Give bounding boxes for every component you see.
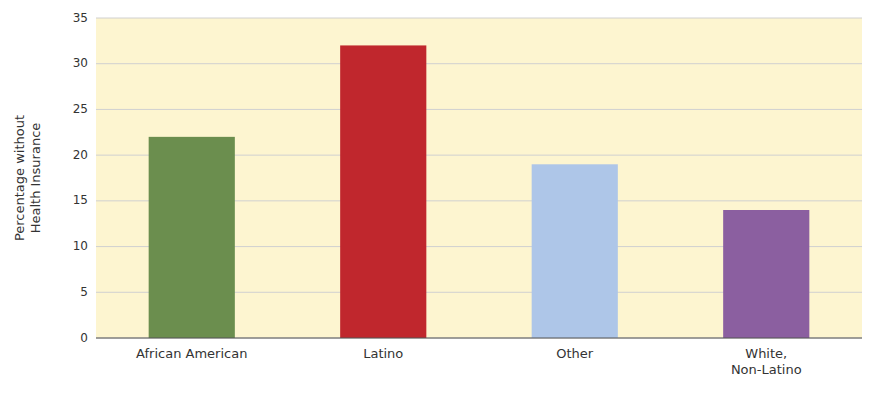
bars xyxy=(149,45,810,338)
bar xyxy=(149,137,235,338)
y-tick-label: 35 xyxy=(73,11,88,25)
bar xyxy=(340,45,426,338)
y-tick-label: 10 xyxy=(73,239,88,253)
chart-container: 0 5 10 15 20 25 30 35 African American Latino Othe… xyxy=(0,0,882,394)
x-tick-label: Other xyxy=(556,346,594,361)
x-tick-label: African American xyxy=(136,346,247,361)
y-tick-label: 5 xyxy=(80,285,88,299)
bar xyxy=(532,164,618,338)
chart: 0 5 10 15 20 25 30 35 African American Latino Othe… xyxy=(0,0,882,394)
y-axis: 0 5 10 15 20 25 30 35 xyxy=(73,11,862,345)
grid-line xyxy=(96,109,862,110)
grid-line xyxy=(96,338,862,339)
y-tick-label: 15 xyxy=(73,193,88,207)
y-tick-label: 25 xyxy=(73,102,88,116)
x-axis-line xyxy=(96,338,862,339)
plot-background xyxy=(96,18,862,338)
grid-line xyxy=(96,63,862,64)
x-tick-label: White,Non-Latino xyxy=(731,346,802,377)
x-tick-label: Latino xyxy=(363,346,403,361)
y-tick-label: 30 xyxy=(73,56,88,70)
bar xyxy=(723,210,809,338)
y-axis-label: Percentage withoutHealth Insurance xyxy=(12,115,43,241)
y-tick-label: 0 xyxy=(80,331,88,345)
grid-line xyxy=(96,18,862,19)
y-tick-label: 20 xyxy=(73,148,88,162)
x-axis: African American Latino Other White,Non-Lat… xyxy=(136,346,802,377)
